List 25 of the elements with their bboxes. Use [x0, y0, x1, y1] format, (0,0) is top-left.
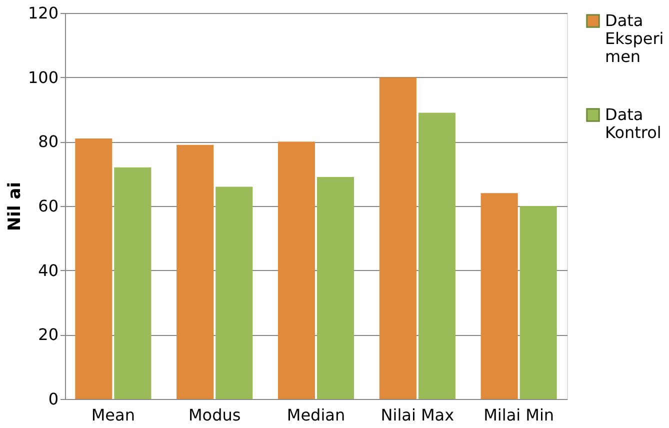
bar — [316, 177, 354, 399]
bar — [176, 144, 214, 399]
y-tick-label: 0 — [48, 390, 58, 408]
y-tick-label: 100 — [28, 68, 58, 87]
x-tick-label: Mean — [91, 406, 135, 424]
legend-label: Data Eksperimen — [605, 11, 664, 66]
y-axis-title: Nil ai — [4, 182, 25, 232]
bar — [216, 186, 253, 399]
x-tick-label: Nilai Max — [380, 406, 454, 424]
bar — [278, 142, 316, 399]
y-tick-label: 40 — [38, 260, 58, 280]
bar — [379, 77, 416, 399]
x-tick-label: Milai Min — [484, 406, 554, 424]
bar — [75, 138, 112, 399]
y-tick-label: 80 — [38, 132, 58, 152]
y-tick-label: 20 — [38, 325, 58, 344]
bar — [418, 112, 456, 399]
y-tick-label: 60 — [38, 196, 58, 216]
y-tick-label: 120 — [28, 4, 58, 22]
bar — [480, 193, 518, 399]
bar — [520, 206, 557, 399]
x-tick-label: Median — [286, 406, 346, 424]
legend-label: Data Kontrol — [605, 105, 662, 142]
x-tick-label: Modus — [188, 406, 241, 424]
bar — [114, 167, 152, 399]
